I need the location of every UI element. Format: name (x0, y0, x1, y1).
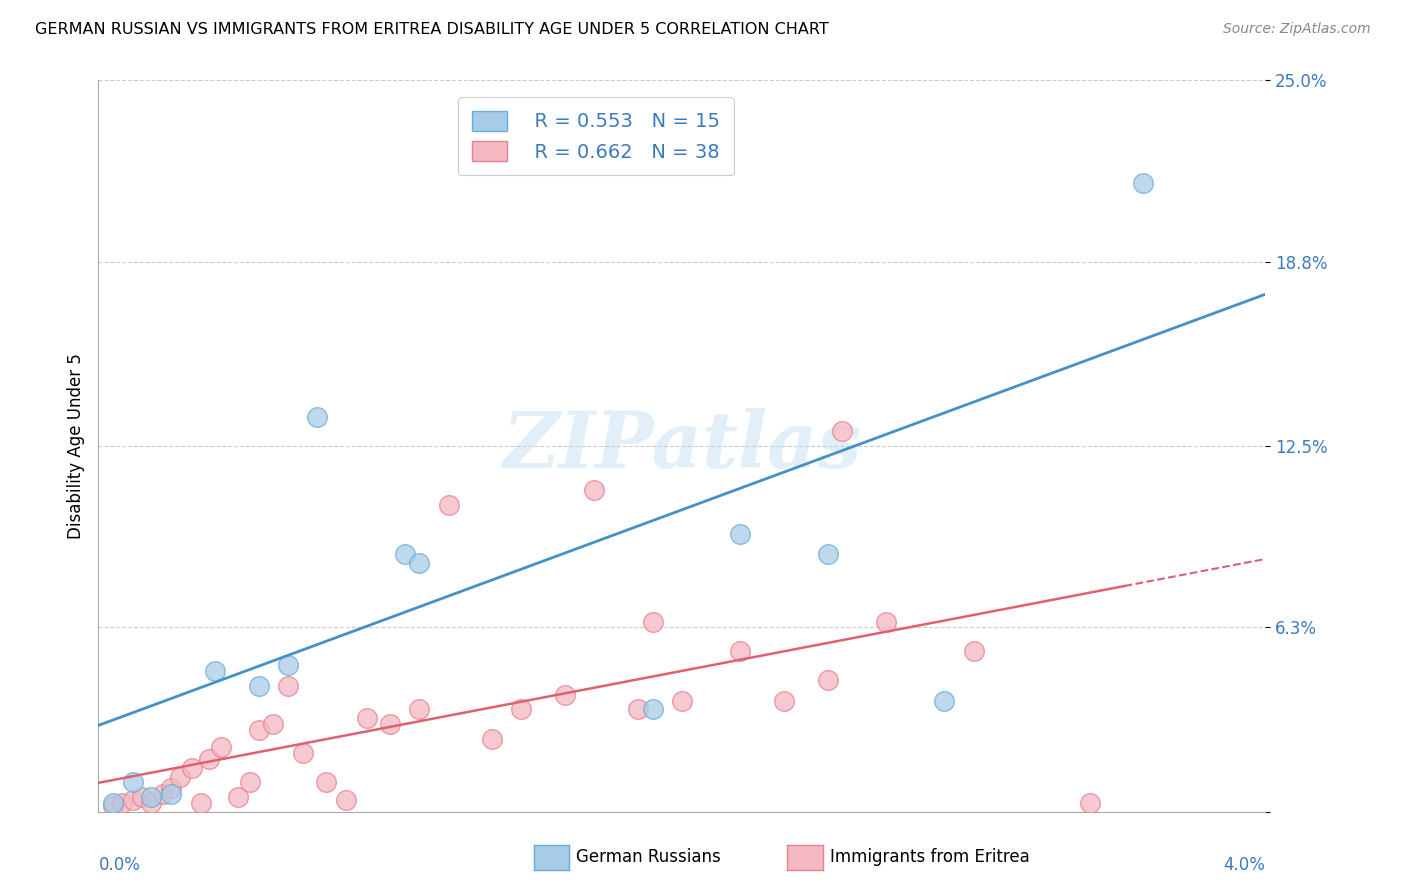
Point (1080, 796, 1102, 810)
Point (152, 787, 174, 801)
Point (291, 746, 314, 760)
Text: German Russians: German Russians (576, 848, 721, 866)
Point (101, 796, 124, 810)
Point (122, 775, 145, 789)
Point (228, 790, 250, 805)
Point (540, 59, 562, 73)
Point (1132, 176, 1154, 190)
Point (169, 770, 191, 784)
Point (671, 693, 693, 707)
Point (408, 556, 430, 570)
Point (773, 693, 796, 707)
Point (247, 679, 270, 693)
Point (139, 796, 162, 810)
Point (101, 798, 124, 813)
Point (209, 740, 232, 755)
Point (356, 711, 378, 725)
Point (730, 644, 752, 658)
Point (962, 644, 984, 658)
Point (335, 793, 357, 807)
Point (934, 693, 956, 707)
Point (641, 615, 664, 629)
Point (817, 547, 839, 561)
Point (875, 615, 897, 629)
Point (394, 547, 416, 561)
Point (239, 775, 262, 789)
Point (122, 793, 145, 807)
Point (730, 526, 752, 541)
Legend:   R = 0.553   N = 15,   R = 0.662   N = 38: R = 0.553 N = 15, R = 0.662 N = 38 (458, 97, 734, 176)
Point (307, 409, 329, 424)
Point (180, 761, 202, 775)
Point (131, 790, 153, 805)
Text: ZIPatlas: ZIPatlas (502, 408, 862, 484)
Point (554, 688, 576, 702)
Text: Source: ZipAtlas.com: Source: ZipAtlas.com (1223, 22, 1371, 37)
Point (380, 717, 402, 731)
Point (627, 702, 650, 716)
Point (831, 425, 853, 439)
Text: 0.0%: 0.0% (98, 855, 141, 873)
Text: GERMAN RUSSIAN VS IMMIGRANTS FROM ERITREA DISABILITY AGE UNDER 5 CORRELATION CHA: GERMAN RUSSIAN VS IMMIGRANTS FROM ERITRE… (35, 22, 830, 37)
Point (437, 498, 460, 512)
Point (160, 781, 183, 796)
Point (510, 702, 533, 716)
Point (198, 752, 221, 766)
Point (160, 787, 183, 801)
Point (641, 702, 664, 716)
Text: 4.0%: 4.0% (1223, 855, 1265, 873)
Point (817, 673, 839, 687)
Point (408, 702, 430, 716)
Point (277, 658, 299, 673)
Point (139, 790, 162, 805)
Point (190, 796, 212, 810)
Point (583, 483, 606, 497)
Point (315, 775, 337, 789)
Point (262, 717, 284, 731)
Point (111, 796, 134, 810)
Point (247, 723, 270, 737)
Text: Immigrants from Eritrea: Immigrants from Eritrea (830, 848, 1029, 866)
Y-axis label: Disability Age Under 5: Disability Age Under 5 (66, 353, 84, 539)
Point (481, 731, 503, 746)
Point (277, 679, 299, 693)
Point (204, 665, 226, 679)
